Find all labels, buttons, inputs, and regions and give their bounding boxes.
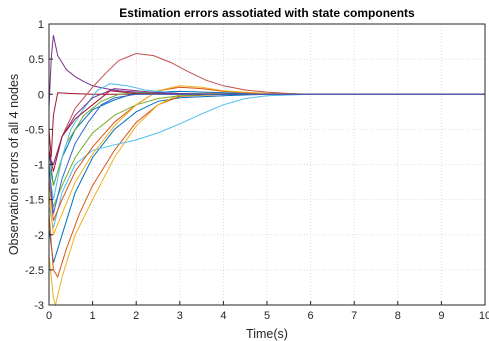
- y-tick-label: -2: [34, 230, 44, 242]
- series-line-15: [48, 90, 485, 172]
- x-tick-label: 6: [308, 310, 314, 322]
- x-tick-label: 10: [479, 310, 489, 322]
- y-tick-label: 1: [38, 19, 44, 31]
- y-tick-label: 0.5: [29, 54, 44, 66]
- x-axis-label: Time(s): [246, 327, 288, 341]
- y-tick-label: -3: [34, 300, 44, 312]
- series-line-14: [48, 88, 485, 166]
- series-line-11: [48, 85, 485, 235]
- x-tick-label: 3: [177, 310, 183, 322]
- y-tick-label: -2.5: [25, 265, 44, 277]
- x-tick-label: 9: [438, 310, 444, 322]
- x-tick-label: 8: [395, 310, 401, 322]
- axis-ticks: 0 1 2 3 4 5 6 7 8 9 10 -3 -2.5 -2 -1.5 -1 -0.5 0 0.5 1: [25, 19, 489, 322]
- series-group: [48, 35, 485, 307]
- series-line-7: [48, 92, 485, 158]
- x-tick-label: 5: [264, 310, 270, 322]
- y-tick-label: -0.5: [25, 124, 44, 136]
- series-line-6: [48, 93, 485, 228]
- y-axis-label: Observation errors of all 4 nodes: [7, 74, 21, 255]
- y-tick-label: -1.5: [25, 195, 44, 207]
- chart-title: Estimation errors assotiated with state …: [119, 6, 415, 20]
- x-tick-label: 4: [220, 310, 226, 322]
- x-tick-label: 2: [133, 310, 139, 322]
- y-tick-label: -1: [34, 160, 44, 172]
- x-tick-label: 7: [351, 310, 357, 322]
- x-tick-label: 0: [46, 310, 52, 322]
- y-tick-label: 0: [38, 89, 44, 101]
- x-tick-label: 1: [90, 310, 96, 322]
- series-line-16: [48, 93, 485, 214]
